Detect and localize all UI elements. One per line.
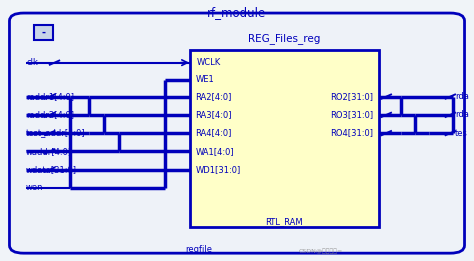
Text: RA4[4:0]: RA4[4:0]: [195, 129, 232, 138]
Text: raddr1[4:0]: raddr1[4:0]: [26, 92, 74, 101]
Text: REG_Files_reg: REG_Files_reg: [248, 33, 320, 44]
Text: rda: rda: [455, 92, 469, 101]
Text: -: -: [42, 28, 46, 38]
Text: RO2[31:0]: RO2[31:0]: [330, 92, 374, 101]
Text: wdata[31:0]: wdata[31:0]: [26, 165, 77, 174]
Text: WE1: WE1: [195, 75, 214, 84]
Text: WD1[31:0]: WD1[31:0]: [195, 165, 240, 174]
Text: waddr[4:0]: waddr[4:0]: [26, 147, 72, 156]
Text: WA1[4:0]: WA1[4:0]: [195, 147, 234, 156]
Bar: [190, 50, 379, 227]
Text: RO4[31:0]: RO4[31:0]: [330, 129, 374, 138]
Text: RA3[4:0]: RA3[4:0]: [195, 110, 232, 119]
Text: RTL_RAM: RTL_RAM: [265, 217, 303, 226]
Text: rda: rda: [455, 110, 469, 119]
Text: raddr2[4:0]: raddr2[4:0]: [26, 110, 74, 119]
Text: clk: clk: [26, 58, 38, 67]
Text: CSDN@程序简歌=: CSDN@程序简歌=: [299, 249, 343, 254]
FancyBboxPatch shape: [9, 13, 465, 253]
Text: RA2[4:0]: RA2[4:0]: [195, 92, 232, 101]
Text: regfile: regfile: [186, 246, 212, 254]
Text: tes: tes: [455, 129, 468, 138]
Text: test_addr[4:0]: test_addr[4:0]: [26, 129, 86, 138]
Text: rf_module: rf_module: [207, 7, 266, 20]
Bar: [34, 25, 53, 40]
Text: RO3[31:0]: RO3[31:0]: [330, 110, 374, 119]
Text: wen: wen: [26, 183, 44, 192]
Text: WCLK: WCLK: [197, 58, 221, 67]
